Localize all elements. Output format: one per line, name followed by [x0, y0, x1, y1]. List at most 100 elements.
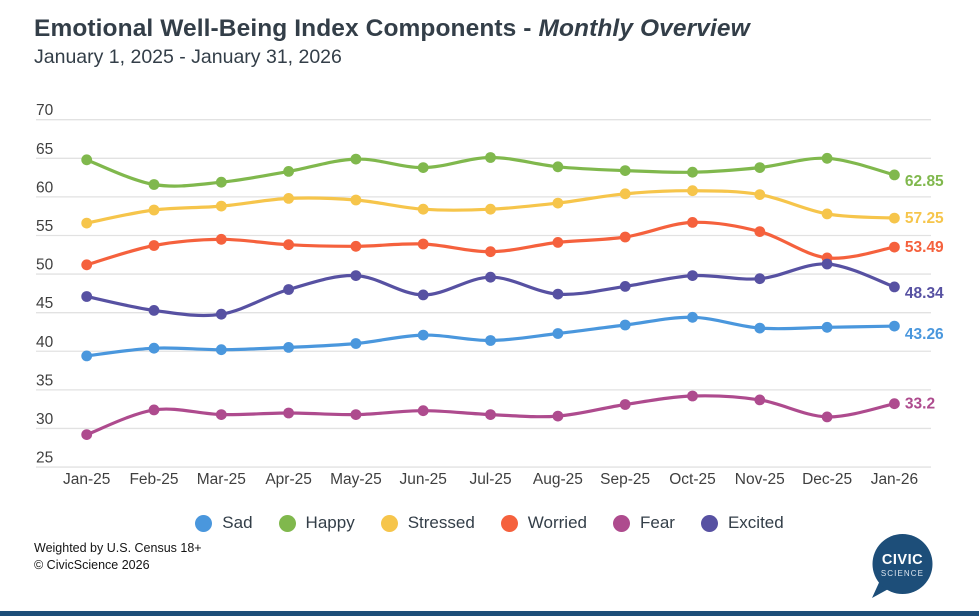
legend-item-happy[interactable]: Happy: [278, 513, 355, 533]
data-point-stressed: [417, 203, 429, 215]
data-point-worried: [889, 241, 900, 253]
legend-swatch-sad: [195, 514, 213, 532]
y-tick-label: 65: [36, 141, 53, 158]
data-point-happy: [417, 162, 429, 173]
data-point-excited: [417, 289, 429, 301]
legend-swatch-excited: [700, 514, 718, 532]
data-point-sad: [350, 338, 362, 349]
data-point-stressed: [889, 212, 900, 224]
end-value-label-sad: 43.26: [905, 326, 944, 343]
data-point-sad: [821, 321, 833, 333]
legend-item-fear[interactable]: Fear: [612, 513, 675, 533]
data-point-stressed: [821, 208, 833, 220]
chart-header: Emotional Well-Being Index Components - …: [34, 14, 750, 70]
data-point-sad: [485, 335, 496, 346]
data-point-fear: [283, 407, 294, 419]
end-value-label-stressed: 57.25: [905, 210, 944, 227]
y-tick-label: 25: [36, 450, 53, 467]
series-line-worried: [85, 220, 896, 267]
end-value-label-fear: 33.2: [905, 396, 935, 413]
x-tick-label: Oct-25: [669, 471, 716, 488]
x-tick-label: Aug-25: [533, 471, 583, 488]
y-tick-label: 55: [36, 218, 53, 235]
data-point-worried: [148, 240, 160, 251]
chart-legend: Sad Happy Stressed Worried Fear Excited: [0, 507, 979, 539]
page-title-main: Emotional Well-Being Index Components -: [34, 15, 539, 42]
x-tick-label: Mar-25: [197, 471, 246, 488]
data-point-happy: [485, 152, 496, 163]
data-point-worried: [552, 237, 564, 248]
x-tick-label: Jan-25: [63, 471, 110, 488]
data-point-stressed: [619, 188, 631, 200]
data-point-fear: [754, 394, 766, 406]
legend-label-happy: Happy: [305, 513, 355, 532]
bottom-accent-bar: [0, 611, 979, 616]
x-tick-label: Sep-25: [600, 471, 650, 488]
data-point-fear: [687, 390, 698, 402]
wellbeing-line-chart: 70 65 60 55 50 45 40 35 30 25 Jan-25 Feb-25 Mar-25 Ap…: [36, 102, 944, 488]
data-point-worried: [417, 238, 429, 250]
weighting-note: Weighted by U.S. Census 18+: [34, 541, 202, 555]
x-tick-label: Feb-25: [129, 471, 178, 488]
data-point-fear: [148, 404, 160, 416]
civicscience-logo: CIVIC SCIENCE: [872, 534, 933, 598]
data-point-stressed: [754, 189, 766, 200]
data-point-worried: [619, 231, 631, 243]
y-tick-label: 70: [36, 102, 54, 119]
data-point-happy: [754, 162, 766, 173]
data-point-sad: [552, 328, 564, 339]
legend-item-stressed[interactable]: Stressed: [380, 513, 475, 533]
data-point-excited: [148, 305, 160, 316]
data-point-fear: [619, 399, 631, 410]
data-point-excited: [619, 281, 631, 292]
logo-word-science: SCIENCE: [881, 569, 924, 578]
data-point-happy: [687, 166, 698, 178]
x-tick-label: Jul-25: [469, 471, 511, 488]
data-point-excited: [215, 308, 227, 320]
data-point-happy: [889, 169, 900, 181]
legend-label-excited: Excited: [727, 513, 784, 532]
legend-item-sad[interactable]: Sad: [195, 513, 253, 533]
legend-item-excited[interactable]: Excited: [700, 513, 784, 533]
data-point-worried: [215, 233, 227, 245]
data-point-stressed: [687, 185, 698, 197]
end-value-label-happy: 62.85: [905, 173, 944, 190]
legend-label-worried: Worried: [527, 513, 587, 532]
x-tick-label: Nov-25: [735, 471, 785, 488]
data-point-fear: [821, 411, 833, 423]
data-point-sad: [687, 311, 698, 323]
data-point-happy: [350, 153, 362, 165]
footer-notes: Weighted by U.S. Census 18+ © CivicScien…: [34, 540, 202, 574]
legend-item-worried[interactable]: Worried: [500, 513, 587, 533]
data-point-excited: [283, 284, 294, 295]
data-point-happy: [619, 165, 631, 176]
data-point-happy: [552, 161, 564, 173]
x-tick-label: Jan-26: [871, 471, 918, 488]
data-point-sad: [215, 344, 227, 356]
data-point-fear: [215, 409, 227, 420]
data-point-stressed: [552, 197, 564, 209]
y-tick-label: 50: [36, 257, 54, 274]
copyright-note: © CivicScience 2026: [34, 558, 150, 572]
data-point-worried: [81, 259, 93, 271]
data-point-happy: [821, 152, 833, 164]
data-point-stressed: [81, 217, 93, 229]
data-point-sad: [754, 322, 766, 334]
date-range-subtitle: January 1, 2025 - January 31, 2026: [34, 46, 342, 68]
data-point-happy: [81, 154, 93, 166]
data-point-sad: [417, 329, 429, 341]
page-title-emphasis: Monthly Overview: [538, 15, 750, 42]
y-tick-label: 40: [36, 334, 54, 351]
data-point-worried: [687, 217, 698, 228]
data-point-excited: [81, 291, 93, 302]
x-tick-label: Dec-25: [802, 471, 852, 488]
data-point-excited: [687, 270, 698, 281]
y-tick-label: 45: [36, 295, 53, 312]
legend-label-fear: Fear: [639, 513, 675, 532]
y-tick-label: 30: [36, 411, 54, 428]
data-point-stressed: [215, 200, 227, 212]
data-point-worried: [754, 226, 766, 237]
logo-word-civic: CIVIC: [882, 552, 923, 568]
data-point-happy: [283, 166, 294, 177]
